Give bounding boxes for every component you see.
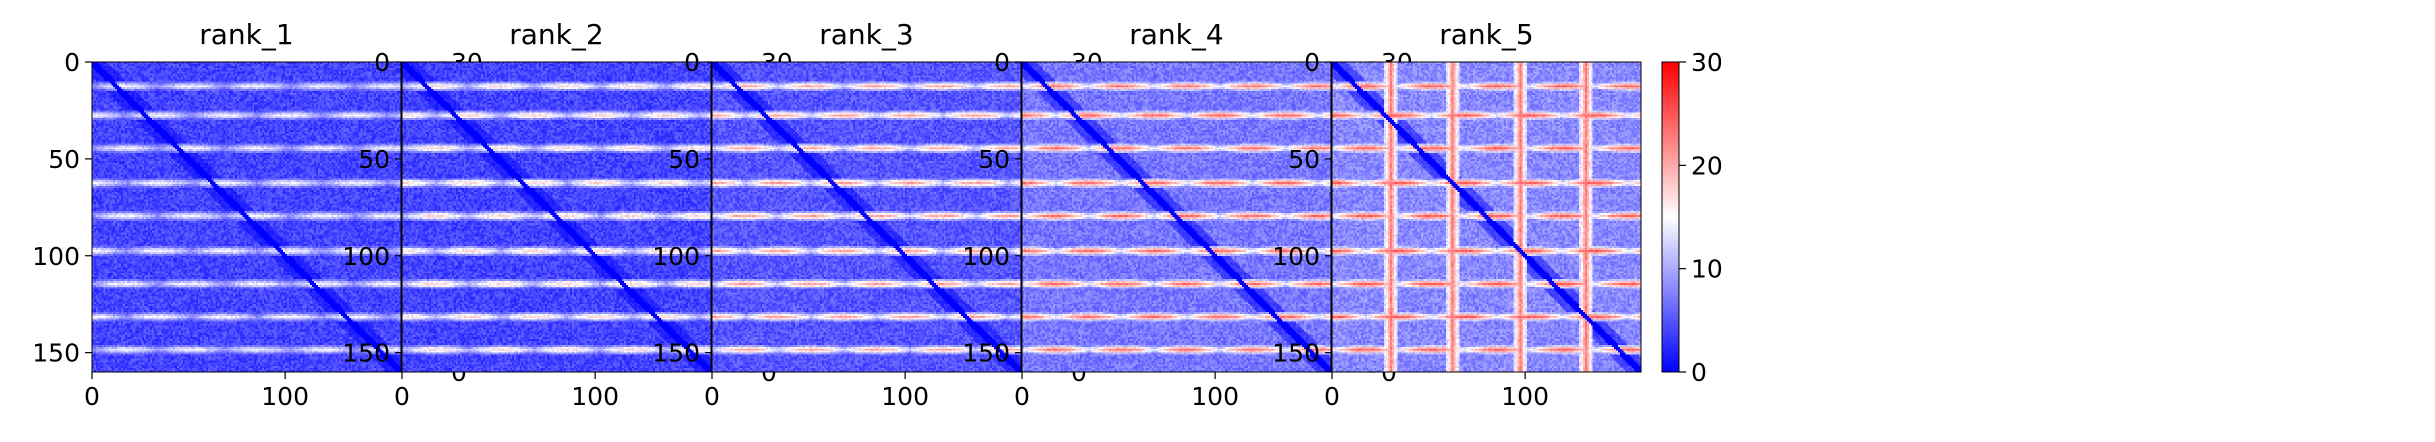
y-tick-label: 150 xyxy=(342,339,390,368)
y-tick-label: 150 xyxy=(1272,339,1320,368)
y-tick-label: 0 xyxy=(1304,48,1320,77)
panel-title: rank_4 xyxy=(1129,18,1223,51)
heatmap-image xyxy=(1022,62,1331,372)
y-tick-label: 0 xyxy=(374,48,390,77)
heatmap-image xyxy=(402,62,711,372)
y-tick-label: 150 xyxy=(32,339,80,368)
x-tick-label: 100 xyxy=(261,382,309,411)
x-tick-label: 100 xyxy=(1191,382,1239,411)
x-tick-label: 0 xyxy=(704,382,720,411)
y-tick-label: 0 xyxy=(994,48,1010,77)
heatmap-frame xyxy=(91,61,402,373)
y-tick-label: 50 xyxy=(358,145,390,174)
y-tick-label: 50 xyxy=(1288,145,1320,174)
x-tick-label: 0 xyxy=(1014,382,1030,411)
colorbar xyxy=(1661,61,1680,373)
y-tick-label: 50 xyxy=(668,145,700,174)
y-tick-label: 150 xyxy=(962,339,1010,368)
x-tick-label: 0 xyxy=(84,382,100,411)
y-tick-label: 100 xyxy=(1272,242,1320,271)
heatmap-frame xyxy=(1021,61,1332,373)
panel-title: rank_3 xyxy=(819,18,913,51)
y-tick-label: 150 xyxy=(652,339,700,368)
y-tick-label: 100 xyxy=(32,242,80,271)
colorbar-tick-label: 10 xyxy=(1691,255,1723,284)
x-tick-label: 0 xyxy=(394,382,410,411)
panel-rank_2: rank_205010015001000102030 xyxy=(342,18,793,411)
colorbar-tick-label: 0 xyxy=(1691,358,1707,387)
panel-title: rank_2 xyxy=(509,18,603,51)
heatmap-image xyxy=(712,62,1021,372)
y-tick-label: 100 xyxy=(342,242,390,271)
y-tick-label: 0 xyxy=(684,48,700,77)
x-tick-label: 0 xyxy=(1324,382,1340,411)
heatmap-frame xyxy=(711,61,1022,373)
panel-title: rank_1 xyxy=(199,18,293,51)
colorbar-tick-label: 20 xyxy=(1691,151,1723,180)
colorbar-tick-label: 30 xyxy=(1691,48,1723,77)
heatmap-image xyxy=(92,62,401,372)
x-tick-label: 100 xyxy=(1501,382,1549,411)
y-tick-label: 50 xyxy=(48,145,80,174)
panel-title: rank_5 xyxy=(1439,18,1533,51)
x-tick-label: 100 xyxy=(881,382,929,411)
heatmap-frame xyxy=(1331,61,1642,373)
heatmap-frame xyxy=(401,61,712,373)
y-tick-label: 100 xyxy=(962,242,1010,271)
y-tick-label: 50 xyxy=(978,145,1010,174)
y-tick-label: 100 xyxy=(652,242,700,271)
y-tick-label: 0 xyxy=(64,48,80,77)
x-tick-label: 100 xyxy=(571,382,619,411)
heatmap-image xyxy=(1332,62,1641,372)
